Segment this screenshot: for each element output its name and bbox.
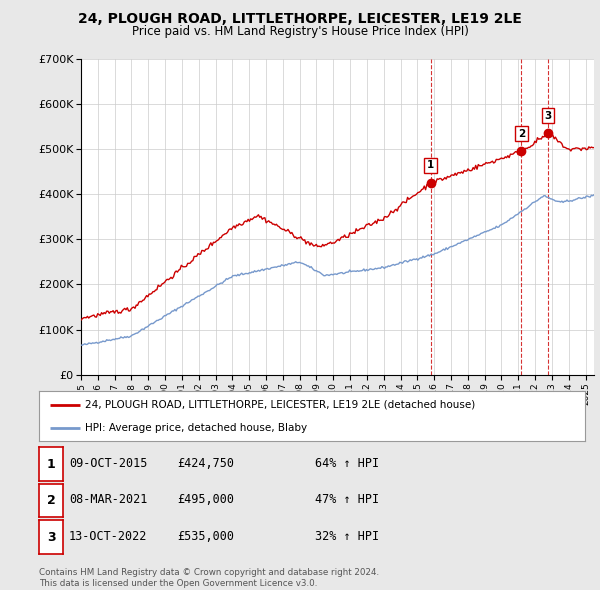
Text: 13-OCT-2022: 13-OCT-2022	[69, 530, 148, 543]
Text: 2: 2	[518, 129, 525, 139]
Text: 2: 2	[47, 494, 55, 507]
Text: £535,000: £535,000	[177, 530, 234, 543]
Text: 08-MAR-2021: 08-MAR-2021	[69, 493, 148, 506]
Text: 1: 1	[427, 160, 434, 171]
Text: 3: 3	[545, 111, 552, 121]
Text: 09-OCT-2015: 09-OCT-2015	[69, 457, 148, 470]
Text: 3: 3	[47, 530, 55, 544]
Text: 1: 1	[47, 457, 55, 471]
Text: 32% ↑ HPI: 32% ↑ HPI	[315, 530, 379, 543]
Text: 24, PLOUGH ROAD, LITTLETHORPE, LEICESTER, LE19 2LE (detached house): 24, PLOUGH ROAD, LITTLETHORPE, LEICESTER…	[85, 399, 476, 409]
Text: 47% ↑ HPI: 47% ↑ HPI	[315, 493, 379, 506]
Text: 64% ↑ HPI: 64% ↑ HPI	[315, 457, 379, 470]
Text: £424,750: £424,750	[177, 457, 234, 470]
Text: HPI: Average price, detached house, Blaby: HPI: Average price, detached house, Blab…	[85, 423, 308, 433]
Text: Contains HM Land Registry data © Crown copyright and database right 2024.
This d: Contains HM Land Registry data © Crown c…	[39, 568, 379, 588]
Text: £495,000: £495,000	[177, 493, 234, 506]
Text: 24, PLOUGH ROAD, LITTLETHORPE, LEICESTER, LE19 2LE: 24, PLOUGH ROAD, LITTLETHORPE, LEICESTER…	[78, 12, 522, 26]
Text: Price paid vs. HM Land Registry's House Price Index (HPI): Price paid vs. HM Land Registry's House …	[131, 25, 469, 38]
